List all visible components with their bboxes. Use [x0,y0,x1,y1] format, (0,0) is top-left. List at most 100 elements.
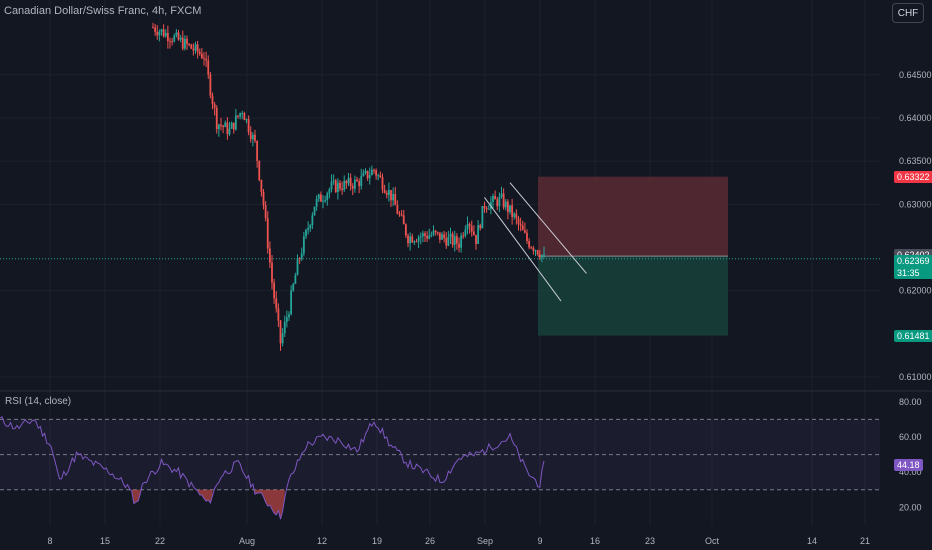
rsi-band-background [0,419,880,490]
candle-body [341,188,344,190]
candle-body [307,228,310,230]
price-tick-label: 0.61000 [899,372,932,382]
candle-body [188,43,191,45]
candle-body [220,124,222,126]
candle-body [192,48,195,51]
candle-body [515,213,518,219]
candle-body [183,38,186,49]
candle-body [281,333,284,344]
candle-body [277,308,280,321]
time-tick-label: 14 [807,536,817,546]
channel-lower-line [484,197,562,302]
candle-body [322,200,324,202]
candle-body [186,38,188,44]
candle-body [194,44,197,51]
position-zones[interactable] [0,176,880,336]
candle-body [262,191,265,206]
candle-body [500,193,503,197]
candle-body [258,160,261,180]
candle-body [313,206,316,216]
countdown-label: 31:35 [897,267,920,278]
candle-body [411,236,414,243]
price-tick-label: 0.63500 [899,156,932,166]
candle-body [324,200,327,202]
candle-body [424,233,426,236]
candle-body [460,235,463,248]
candle-body [358,181,361,187]
time-tick-label: 9 [537,536,542,546]
candle-body [434,230,437,233]
candle-body [334,180,337,193]
candle-body [315,198,318,207]
candle-body [196,44,199,52]
candle-body [396,205,399,214]
candle-body [472,231,475,235]
candle-body [381,177,384,190]
candle-body [279,320,282,344]
time-axis[interactable]: 8 15 22 Aug 12 19 26 Sep 9 16 23 Oct 14 21 [47,536,870,546]
current-price-badge: 0.62369 31:35 [894,254,932,279]
candle-body [477,225,480,244]
candle-body [430,234,433,236]
candle-body [402,215,405,225]
time-tick-label: Sep [477,536,493,546]
candle-body [400,214,403,216]
candle-body [239,113,242,117]
candle-body [487,208,490,210]
candle-body [292,283,295,291]
candle-body [530,247,533,249]
price-axis[interactable]: 0.64500 0.64000 0.63500 0.63000 0.62000 0.610… [899,70,932,513]
candle-body [377,175,380,177]
candle-body [215,107,218,130]
candle-body [453,236,456,245]
candle-body [447,236,450,246]
candle-body [432,230,435,235]
candle-body [526,232,528,242]
candle-body [451,233,454,245]
candle-body [296,258,299,276]
candle-body [230,122,233,129]
rsi-oversold-fill [255,489,285,520]
candle-body [511,205,514,217]
candle-body [339,182,341,189]
candle-body [160,29,163,32]
rsi-tick-label: 80.00 [899,397,922,407]
candle-body [268,248,271,263]
candle-body [540,255,543,258]
candle-body [466,224,469,230]
candle-body [264,205,267,219]
time-tick-label: 23 [645,536,655,546]
candle-body [436,232,439,234]
candle-body [203,58,205,60]
time-tick-label: 21 [860,536,870,546]
candle-body [207,60,210,75]
candle-body [368,175,371,179]
candle-body [468,224,471,227]
take-profit-zone [538,256,728,336]
candle-body [498,196,501,207]
candle-body [222,125,225,128]
time-tick-label: 22 [155,536,165,546]
time-tick-label: 8 [47,536,52,546]
candle-body [492,195,494,202]
candle-body [275,298,278,309]
candle-body [305,229,307,237]
currency-button[interactable]: CHF [892,3,924,23]
candle-body [166,32,169,42]
rsi-tick-label: 60.00 [899,432,922,442]
candle-body [366,170,369,179]
candle-body [181,37,184,49]
candle-body [504,201,507,208]
trend-channel[interactable] [484,182,587,302]
candle-body [256,140,259,161]
candle-body [375,170,378,176]
candle-body [532,247,535,251]
candle-body [394,194,397,206]
candle-body [349,177,352,187]
price-tick-label: 0.63000 [899,199,932,209]
candle-body [164,32,167,37]
stop-price-badge: 0.63322 [894,170,932,183]
candle-body [417,237,420,242]
candle-body [419,236,422,238]
